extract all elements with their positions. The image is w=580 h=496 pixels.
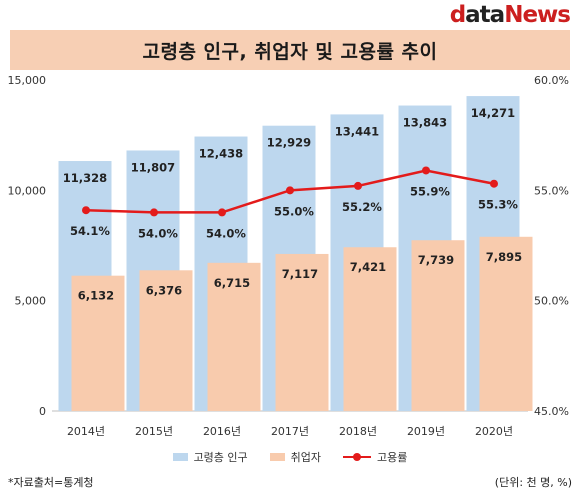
population-value-label: 12,929 [267,136,311,150]
employed-bar [71,275,125,411]
brand-logo: dataNews [449,0,571,30]
legend-swatch-rate [343,452,372,462]
employment-rate-point [82,206,90,215]
employed-value-label: 7,117 [282,267,318,281]
chart-title-bar: 고령층 인구, 취업자 및 고용률 추이 [10,30,570,70]
population-value-label: 14,271 [471,106,515,120]
y-left-tick-label: 15,000 [8,74,47,87]
employed-value-label: 6,715 [214,276,250,290]
employment-rate-point [150,208,158,217]
brand-logo-part2: ata [465,2,505,28]
legend-label-rate: 고용률 [377,451,408,464]
rate-value-label: 55.0% [274,204,314,218]
x-tick-label: 2020년 [475,425,513,438]
employed-bar [275,253,329,411]
employed-bars [71,236,533,411]
employed-bar [411,240,465,411]
rate-value-label: 55.3% [478,198,518,212]
source-footnote: *자료출처=통계청 [8,476,94,489]
rate-value-label: 55.2% [342,200,382,214]
employment-rate-line [82,166,498,217]
employed-value-label: 7,739 [418,253,454,267]
employed-bar [479,236,533,411]
employed-bar [343,247,397,411]
legend-label-population: 고령층 인구 [193,451,248,464]
employed-value-label: 6,132 [78,289,114,303]
chart-title: 고령층 인구, 취업자 및 고용률 추이 [142,40,438,63]
x-tick-label: 2016년 [203,425,241,438]
rate-value-label: 54.0% [206,226,246,240]
employment-rate-point [354,181,362,190]
employed-value-label: 7,421 [350,260,386,274]
y-right-tick-label: 55.0% [534,184,569,197]
brand-logo-part1: d [449,2,467,28]
y-left-tick-label: 0 [39,405,46,418]
employment-rate-point [218,208,226,217]
unit-note: (단위: 천 명, %) [494,476,572,489]
brand-logo-part3: News [504,2,571,28]
rate-value-label: 54.1% [70,224,110,238]
legend-swatch-population [172,453,188,461]
legend-item-population: 고령층 인구 [172,449,248,465]
y-left-tick-label: 10,000 [8,184,47,197]
employed-bar [139,270,193,411]
y-right-tick-label: 60.0% [534,74,569,87]
x-tick-label: 2019년 [407,425,445,438]
y-left-tick-label: 5,000 [15,295,47,308]
x-tick-label: 2017년 [271,425,309,438]
chart-legend: 고령층 인구 취업자 고용률 [0,448,580,466]
y-right-tick-label: 50.0% [534,295,569,308]
employed-bar [207,262,261,411]
rate-value-label: 54.0% [138,226,178,240]
y-right-tick-label: 45.0% [534,405,569,418]
employed-value-label: 6,376 [146,283,182,297]
population-value-label: 12,438 [199,147,243,161]
legend-swatch-employed [269,453,285,461]
x-tick-label: 2014년 [67,425,105,438]
population-value-label: 13,843 [403,116,447,130]
rate-value-label: 55.9% [410,184,450,198]
population-value-label: 13,441 [335,124,379,138]
legend-item-rate: 고용률 [343,449,407,465]
employed-value-label: 7,895 [486,250,522,264]
employment-rate-point [286,186,294,195]
legend-label-employed: 취업자 [290,451,322,464]
data-labels: 11,328 11,807 12,438 12,929 13,441 13,843 14,2… [63,106,522,303]
employment-rate-point [422,166,430,175]
population-value-label: 11,807 [131,160,175,174]
x-tick-label: 2018년 [339,425,377,438]
employment-rate-point [490,179,498,188]
legend-item-employed: 취업자 [269,449,322,465]
x-tick-label: 2015년 [135,425,173,438]
population-value-label: 11,328 [63,171,107,185]
